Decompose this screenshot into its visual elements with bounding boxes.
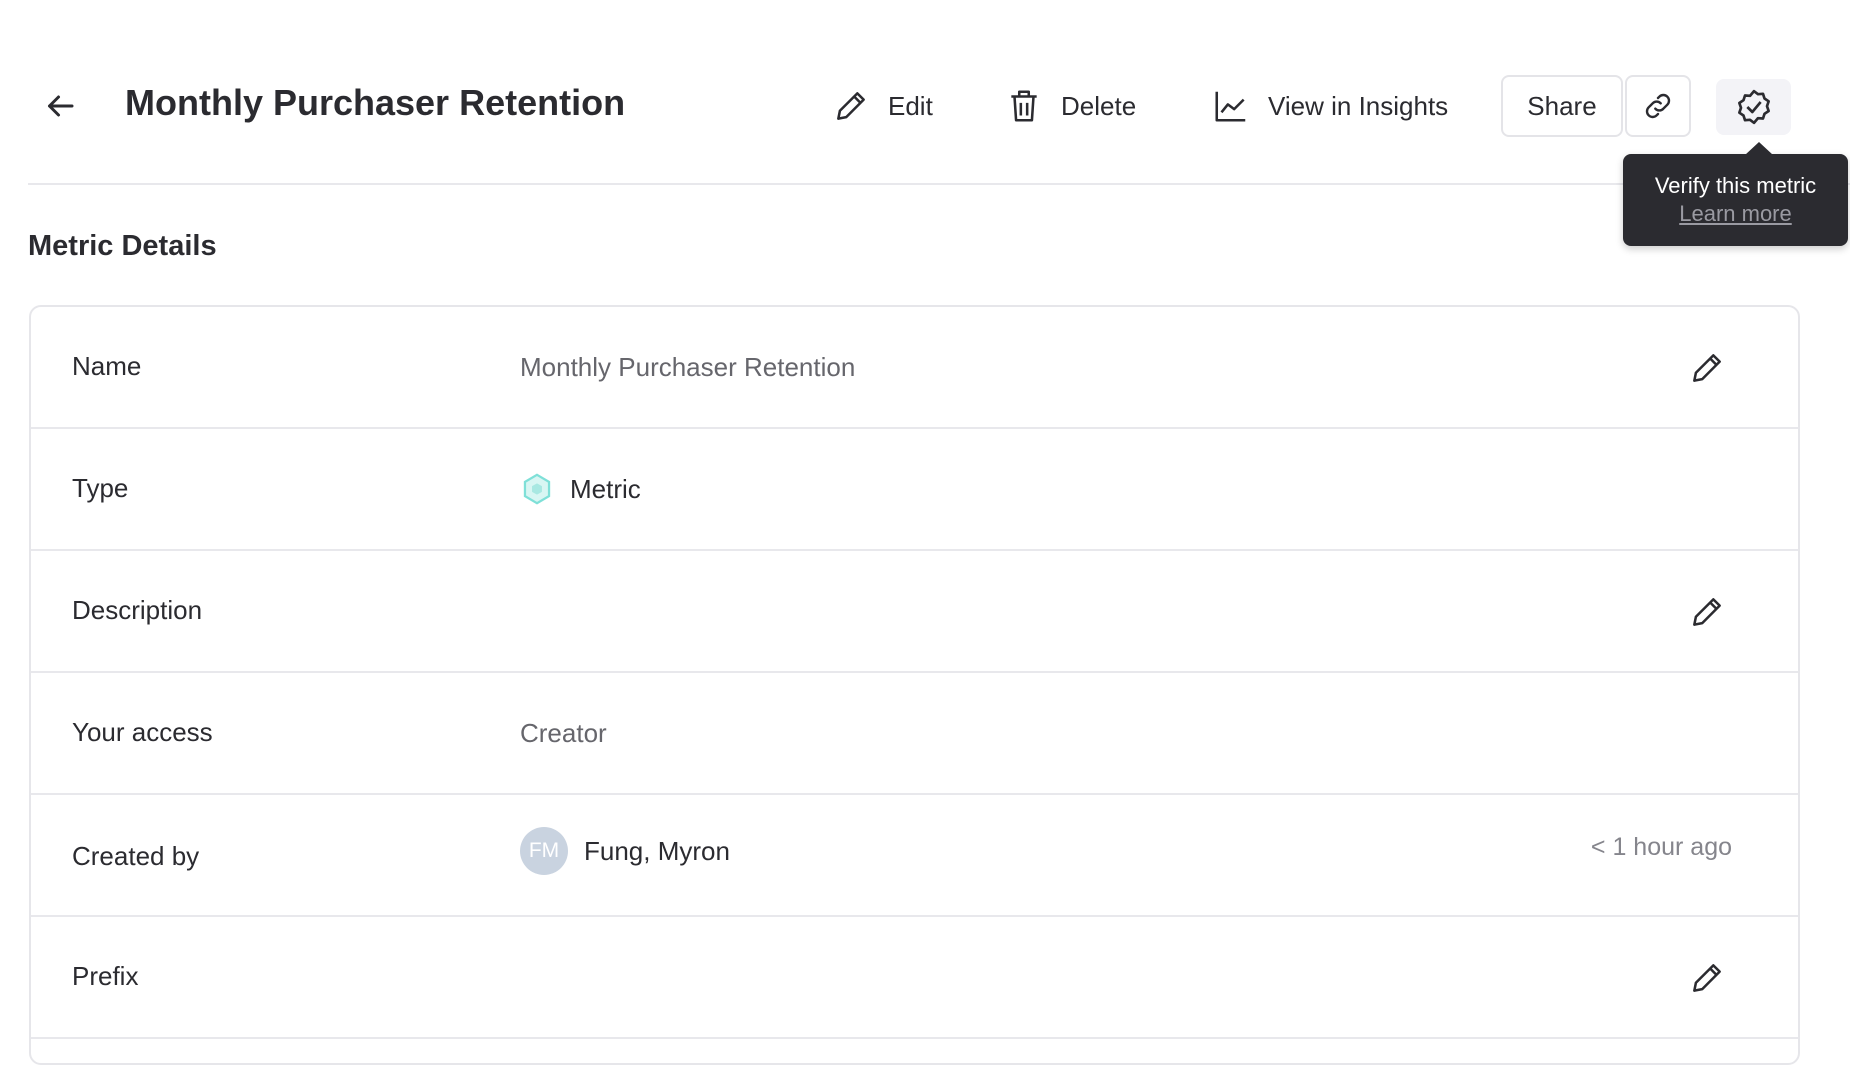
tooltip-text: Verify this metric bbox=[1654, 173, 1817, 198]
section-title: Metric Details bbox=[28, 230, 217, 262]
row-value: Creator bbox=[520, 717, 607, 748]
page-title: Monthly Purchaser Retention bbox=[125, 82, 626, 123]
pencil-icon bbox=[837, 92, 865, 120]
share-label: Share bbox=[1527, 90, 1597, 121]
metric-hexagon-icon bbox=[523, 473, 551, 505]
learn-more-link[interactable]: Learn more bbox=[1679, 201, 1792, 226]
line-chart-icon bbox=[1215, 91, 1246, 122]
delete-label: Delete bbox=[1061, 90, 1137, 121]
detail-row-created-by: Created by FM Fung, Myron < 1 hour ago bbox=[31, 795, 1798, 917]
delete-button[interactable]: Delete bbox=[1005, 84, 1136, 128]
insights-label: View in Insights bbox=[1268, 90, 1449, 121]
row-label: Prefix bbox=[72, 961, 139, 991]
row-label: Created by bbox=[72, 841, 200, 871]
detail-row-description: Description bbox=[31, 551, 1798, 673]
edit-prefix-pencil-icon[interactable] bbox=[1688, 959, 1726, 997]
type-value: Metric bbox=[570, 473, 641, 504]
view-in-insights-button[interactable]: View in Insights bbox=[1212, 84, 1448, 128]
detail-row-prefix: Prefix bbox=[31, 917, 1798, 1039]
row-label: Type bbox=[72, 473, 129, 503]
row-value: Metric bbox=[520, 429, 641, 549]
row-label: Description bbox=[72, 595, 203, 625]
detail-row-name: Name Monthly Purchaser Retention bbox=[31, 307, 1798, 429]
edit-description-pencil-icon[interactable] bbox=[1688, 593, 1726, 631]
creator-name: Fung, Myron bbox=[584, 835, 730, 866]
detail-row-access: Your access Creator bbox=[31, 673, 1798, 795]
verify-tooltip: Verify this metric Learn more bbox=[1623, 142, 1848, 246]
row-label: Your access bbox=[72, 717, 213, 747]
created-timestamp: < 1 hour ago bbox=[1590, 833, 1732, 861]
detail-row-type: Type Metric bbox=[31, 429, 1798, 551]
verify-metric-button[interactable] bbox=[1716, 79, 1791, 135]
metric-details-card: Name Monthly Purchaser Retention Type Me… bbox=[29, 305, 1800, 1065]
verified-badge-icon bbox=[1737, 89, 1770, 125]
share-button[interactable]: Share bbox=[1501, 75, 1623, 137]
back-arrow-icon[interactable] bbox=[42, 88, 78, 124]
row-label: Name bbox=[72, 351, 142, 381]
avatar: FM bbox=[520, 827, 568, 875]
row-value: Monthly Purchaser Retention bbox=[520, 351, 856, 382]
copy-link-button[interactable] bbox=[1625, 75, 1691, 137]
row-value: FM Fung, Myron bbox=[520, 791, 730, 911]
edit-button[interactable]: Edit bbox=[832, 84, 933, 128]
edit-label: Edit bbox=[888, 90, 933, 121]
link-icon bbox=[1645, 93, 1671, 119]
edit-name-pencil-icon[interactable] bbox=[1688, 349, 1726, 387]
header-divider bbox=[28, 183, 1850, 185]
trash-icon bbox=[1011, 90, 1037, 122]
